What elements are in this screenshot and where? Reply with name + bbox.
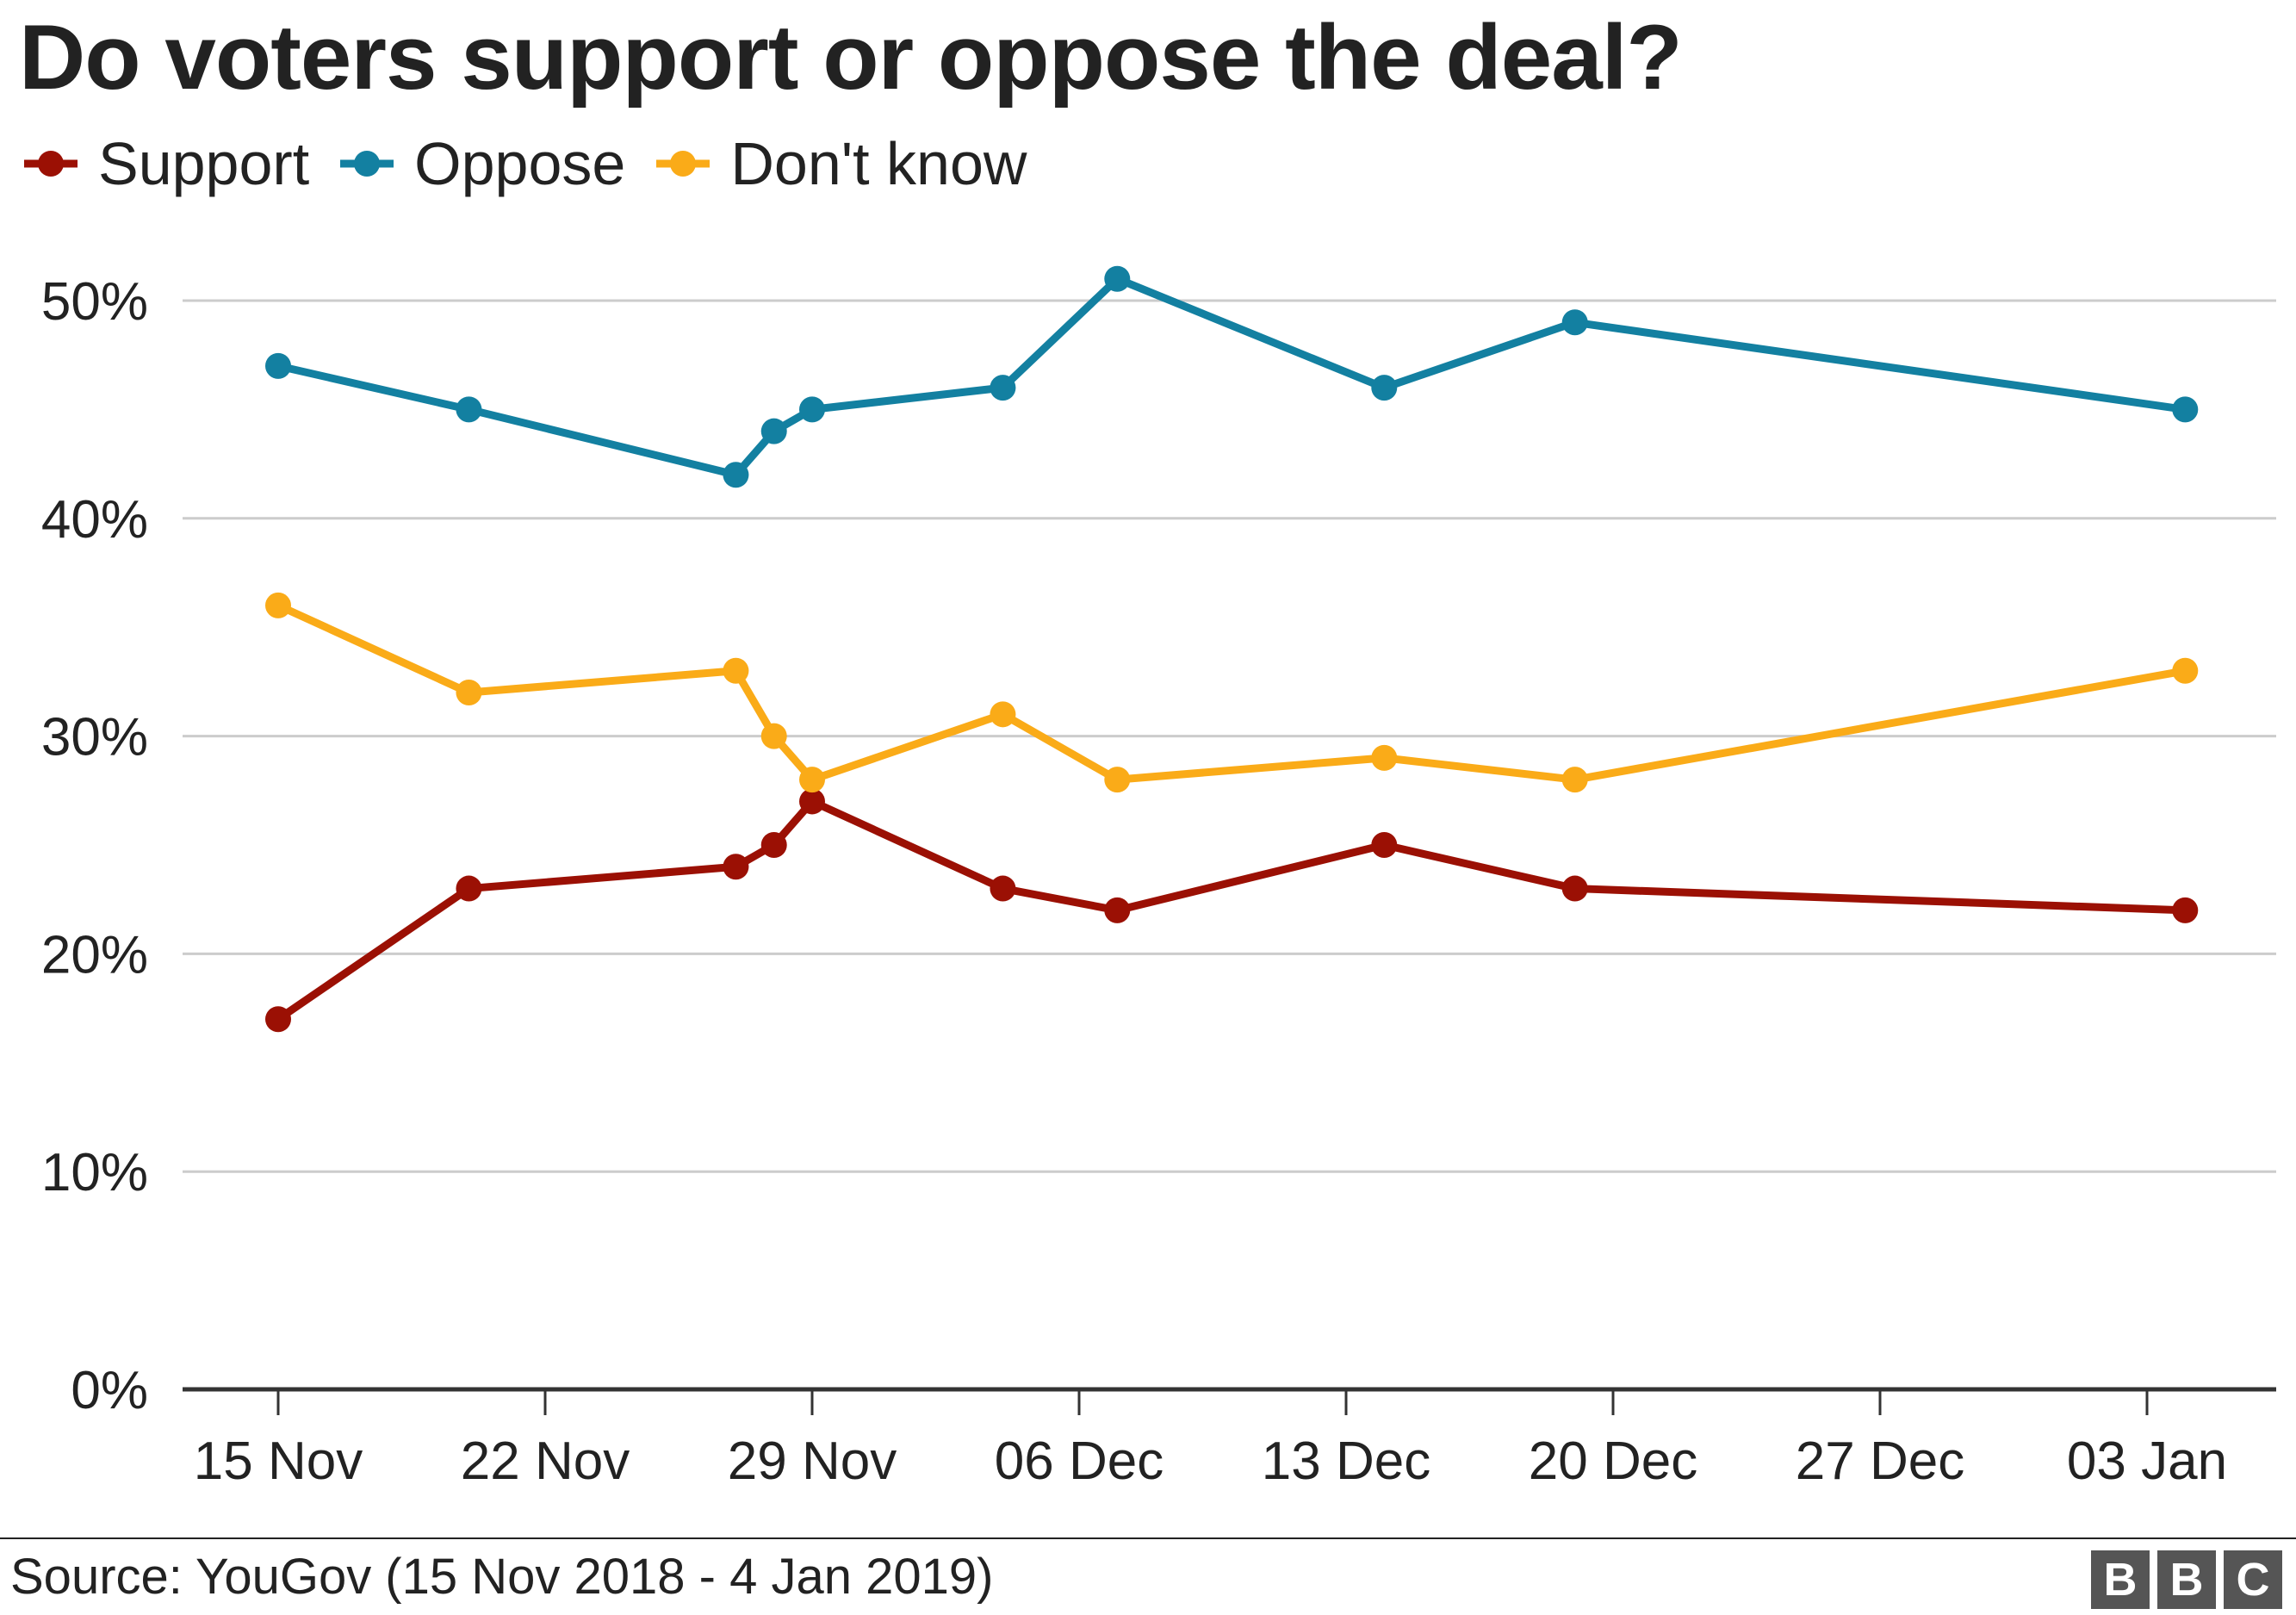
x-axis-tick-labels: 15 Nov 22 Nov 29 Nov 06 Dec 13 Dec 20 Dec 27 D…	[194, 1389, 2227, 1491]
bbc-logo-block: B	[2091, 1550, 2150, 1609]
data-point-don-t-know	[1561, 767, 1588, 793]
x-tick-label: 06 Dec	[995, 1432, 1164, 1491]
legend-item-support: Support	[22, 129, 309, 198]
series-lines	[265, 265, 2199, 1033]
x-tick-label: 22 Nov	[461, 1432, 630, 1491]
data-point-support	[760, 832, 787, 858]
data-point-support	[723, 854, 749, 880]
legend-item-oppose: Oppose	[338, 129, 625, 198]
legend-label-oppose: Oppose	[414, 130, 626, 197]
legend-swatch-oppose	[340, 151, 394, 177]
data-point-oppose	[1371, 375, 1398, 401]
data-point-oppose	[1104, 265, 1131, 292]
bbc-logo-block: B	[2157, 1550, 2216, 1609]
series-oppose	[265, 265, 2199, 488]
data-point-oppose	[2172, 396, 2199, 423]
y-tick-label: 20%	[41, 925, 148, 985]
y-tick-label: 40%	[41, 490, 148, 550]
gridlines	[183, 299, 2276, 1173]
data-point-don-t-know	[723, 657, 749, 684]
data-point-don-t-know	[990, 701, 1016, 728]
series-line-oppose	[274, 275, 2189, 479]
y-tick-label: 0%	[71, 1361, 148, 1420]
legend-swatch-support	[24, 151, 78, 177]
data-point-don-t-know	[1104, 767, 1131, 793]
data-point-oppose	[990, 375, 1016, 401]
data-point-don-t-know	[456, 680, 482, 706]
data-point-support	[2172, 897, 2199, 923]
data-point-don-t-know	[2172, 657, 2199, 684]
data-point-oppose	[1561, 309, 1588, 336]
chart-title: Do voters support or oppose the deal?	[19, 5, 1683, 109]
legend-swatch-dont-know	[656, 151, 711, 177]
series-support	[265, 788, 2199, 1033]
legend-label-support: Support	[98, 130, 310, 197]
legend: Support Oppose Don't know	[22, 129, 1056, 198]
x-tick-label: 20 Dec	[1529, 1432, 1697, 1491]
x-tick-label: 29 Nov	[728, 1432, 897, 1491]
x-tick-label: 03 Jan	[2067, 1432, 2227, 1491]
y-axis-tick-labels: 0% 10% 20% 30% 40% 50%	[41, 272, 148, 1420]
data-point-support	[1371, 832, 1398, 858]
data-point-don-t-know	[1371, 744, 1398, 771]
source-note: Source: YouGov (15 Nov 2018 - 4 Jan 2019…	[10, 1549, 994, 1605]
data-point-support	[265, 1006, 291, 1033]
data-point-oppose	[265, 352, 291, 379]
data-point-don-t-know	[265, 592, 291, 618]
data-point-support	[799, 788, 825, 815]
data-point-oppose	[723, 462, 749, 488]
legend-item-dont-know: Don't know	[655, 129, 1027, 198]
footer-divider	[0, 1537, 2296, 1539]
series-don-t-know	[265, 592, 2199, 793]
data-point-support	[456, 875, 482, 902]
data-point-support	[990, 875, 1016, 902]
x-tick-label: 27 Dec	[1796, 1432, 1964, 1491]
data-point-don-t-know	[799, 767, 825, 793]
legend-label-dont-know: Don't know	[730, 130, 1027, 197]
y-tick-label: 30%	[41, 708, 148, 767]
data-point-support	[1104, 897, 1131, 923]
x-tick-label: 13 Dec	[1262, 1432, 1430, 1491]
data-point-oppose	[799, 396, 825, 423]
series-line-don-t-know	[274, 601, 2189, 784]
y-tick-label: 10%	[41, 1143, 148, 1202]
bbc-logo: B B C	[2083, 1550, 2282, 1609]
data-point-don-t-know	[760, 723, 787, 749]
data-point-oppose	[456, 396, 482, 423]
series-line-support	[274, 797, 2189, 1023]
y-tick-label: 50%	[41, 272, 148, 332]
bbc-logo-block: C	[2224, 1550, 2282, 1609]
data-point-support	[1561, 875, 1588, 902]
x-tick-label: 15 Nov	[194, 1432, 363, 1491]
data-point-oppose	[760, 418, 787, 444]
